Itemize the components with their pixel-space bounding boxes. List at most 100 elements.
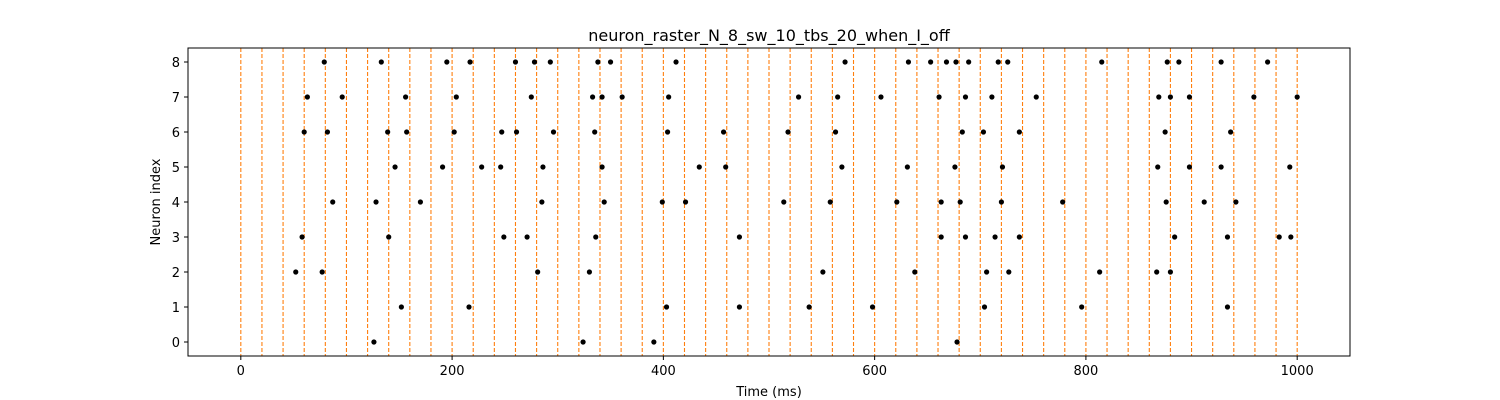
spike-point [1155,164,1161,170]
spike-point [531,59,538,65]
spike-point [781,199,787,205]
spike-point [1228,129,1234,135]
spike-point [835,94,841,100]
spike-point [301,129,307,135]
spike-point [720,129,727,135]
spike-point [592,129,598,135]
spike-point [953,59,959,65]
spike-point [878,94,884,100]
spike-point [386,234,392,240]
spike-point [513,129,520,135]
spike-point [696,164,702,170]
spike-point [869,304,876,310]
chart-title: neuron_raster_N_8_sw_10_tbs_20_when_I_of… [588,26,950,46]
spike-point [928,59,934,65]
y-axis-ticks: 0 1 2 3 4 5 6 7 8 [172,56,188,351]
spike-point [952,164,958,170]
spike-point [1224,304,1231,310]
spike-point [992,234,998,240]
spike-point [905,59,912,65]
spike-point [1176,59,1182,65]
spike-point [957,199,963,205]
spike-point [498,164,504,170]
spike-point [894,199,900,205]
x-tick-label: 200 [440,364,465,379]
spike-point [980,129,987,135]
spike-point [723,164,729,170]
spike-point [439,164,446,170]
spike-point [682,199,689,205]
spike-point [1016,234,1022,240]
spike-point [820,269,826,275]
spike-point [547,59,553,65]
x-axis-label: Time (ms) [735,385,802,400]
spike-point [904,164,910,170]
spike-point [1224,234,1231,240]
spike-point [795,94,802,100]
y-tick-label: 8 [172,56,180,71]
spike-point [1033,94,1039,100]
spike-point [385,129,391,135]
y-tick-label: 2 [172,266,180,281]
spike-point [1265,59,1271,65]
spike-point [984,269,990,275]
spike-point [664,129,671,135]
x-tick-label: 600 [862,364,887,379]
spike-point [1218,164,1224,170]
spike-point [1167,269,1174,275]
y-tick-label: 5 [172,161,180,176]
x-tick-label: 800 [1073,364,1098,379]
y-tick-label: 3 [172,231,180,246]
spike-point [673,59,679,65]
spike-point [479,164,485,170]
spike-point [1218,59,1224,65]
spike-point [1079,304,1085,310]
spike-point [1162,129,1168,135]
spike-point [417,199,423,205]
spike-point [999,164,1006,170]
spike-point [535,269,541,275]
spike-point [936,94,942,100]
spike-point [736,304,743,310]
spike-point [467,59,473,65]
spike-point [1156,94,1162,100]
y-axis-label: Neuron index [149,158,164,245]
spike-point [1294,94,1300,100]
spike-point [785,129,791,135]
spike-point [371,339,377,345]
spike-point [580,339,586,345]
spike-point [839,164,845,170]
x-tick-label: 400 [651,364,676,379]
spike-points [293,59,1300,345]
spike-point [339,94,345,100]
spike-point [966,59,972,65]
spike-point [962,234,969,240]
spike-point [466,304,472,310]
spike-point [1005,59,1011,65]
spike-point [943,59,950,65]
spike-point [293,269,299,275]
spike-point [736,234,743,240]
spike-point [1060,199,1066,205]
x-axis-ticks: 0 200 400 600 800 1000 [237,356,1314,379]
spike-point [1276,234,1282,240]
spike-point [512,59,519,65]
spike-point [589,94,596,100]
spike-point [451,129,457,135]
spike-point [373,199,379,205]
spike-point [403,94,409,100]
spike-point [989,94,995,100]
spike-point [1201,199,1207,205]
spike-point [827,199,833,205]
spike-point [912,269,918,275]
spike-point [962,94,969,100]
spike-point [1097,269,1103,275]
spike-point [981,304,988,310]
spike-point [540,164,546,170]
spike-point [586,269,593,275]
vertical-lines [240,48,1298,356]
spike-point [959,129,965,135]
spike-point [453,94,459,100]
spike-point [499,129,505,135]
